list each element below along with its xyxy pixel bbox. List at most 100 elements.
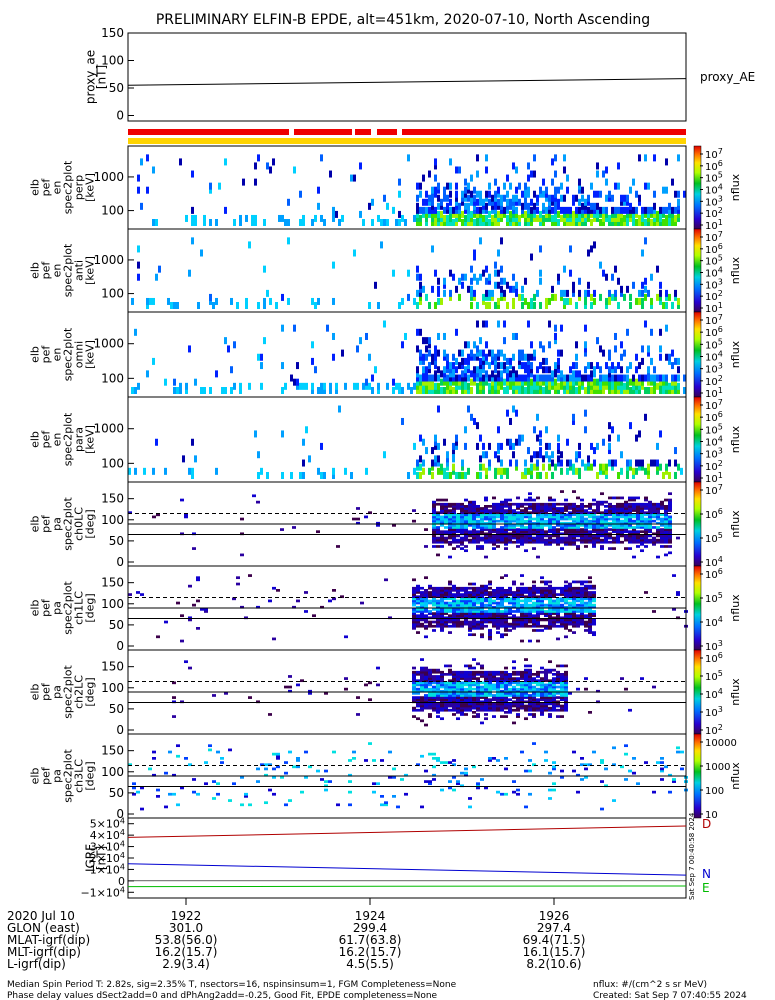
spectrogram-cell	[660, 767, 664, 771]
spectrogram-cell	[455, 434, 458, 442]
spectrogram-cell	[564, 521, 568, 525]
spectrogram-cell	[456, 612, 460, 615]
spectrogram-cell	[272, 767, 276, 771]
spectrogram-cell	[605, 178, 608, 186]
spectrogram-cell	[456, 616, 460, 620]
spectrogram-cell	[281, 472, 284, 479]
spectrogram-cell	[468, 627, 472, 630]
spectrogram-cell	[480, 635, 484, 639]
spectrogram-cell	[512, 681, 516, 685]
spectrogram-cell	[524, 210, 527, 218]
spectrogram-cell	[628, 536, 632, 540]
spectrogram-cell	[644, 502, 648, 506]
spectrogram-cell	[612, 515, 616, 519]
spectrogram-cell	[540, 694, 544, 697]
spectrogram-cell	[647, 345, 650, 353]
spectrogram-cell	[480, 513, 484, 517]
spectrogram-cell	[468, 670, 472, 674]
spectrogram-cell	[659, 214, 662, 222]
spectrogram-cell	[288, 675, 292, 678]
spectrogram-cell	[467, 366, 470, 374]
spectrogram-cell	[344, 382, 347, 390]
spectrogram-cell	[508, 498, 512, 502]
spectrogram-cell	[668, 545, 672, 548]
spectrogram-cells	[137, 154, 686, 226]
spectrogram-cell	[653, 378, 656, 386]
spectrogram-cell	[461, 281, 464, 289]
spectrogram-cell	[299, 190, 302, 198]
spectrogram-cell	[560, 526, 564, 529]
spectrogram-cell	[456, 603, 460, 607]
spectrogram-cell	[572, 631, 576, 634]
spectrogram-cell	[497, 219, 500, 226]
spectrogram-cell	[468, 515, 472, 519]
spectrogram-cell	[488, 519, 492, 523]
spectrogram-cell	[620, 451, 623, 459]
spectrogram-cell	[556, 685, 560, 689]
spectrogram-cell	[617, 214, 620, 222]
spectrogram-cell	[552, 612, 556, 615]
spectrogram-cell	[500, 620, 504, 624]
spectrogram-cell	[452, 601, 456, 605]
spectrogram-cell	[496, 593, 500, 596]
spectrogram-cell	[548, 622, 552, 626]
spectrogram-cell	[368, 202, 371, 210]
spectrogram-cell	[256, 780, 260, 783]
spectrogram-cell	[548, 601, 552, 605]
spectrogram-cell	[644, 182, 647, 190]
spectrogram-cell	[464, 679, 468, 683]
spectrogram-cell	[227, 345, 230, 353]
spectrogram-cell	[564, 528, 568, 531]
spectrogram-cell	[548, 608, 552, 611]
spectrogram-cell	[524, 696, 528, 699]
spectrogram-cell	[500, 513, 504, 517]
spectrogram-cell	[592, 528, 596, 531]
spectrogram-cell	[504, 534, 508, 538]
spectrogram-cell	[552, 591, 556, 594]
spectrogram-cell	[468, 612, 472, 615]
spectrogram-cell	[556, 614, 560, 618]
spectrogram-cell	[560, 517, 564, 521]
spectrogram-cell	[485, 357, 488, 365]
spectrogram-cell	[476, 540, 480, 544]
spectrogram-cell	[384, 801, 388, 805]
spectrogram-cell	[440, 708, 444, 712]
spectrogram-cell	[446, 214, 449, 222]
spectrogram-cell	[604, 767, 608, 771]
spectrogram-cell	[416, 599, 420, 603]
spectrogram-cell	[506, 190, 509, 198]
spectrogram-cell	[488, 673, 492, 676]
spectrogram-cell	[500, 194, 503, 202]
spectrogram-cell	[431, 378, 434, 386]
spectrogram-cell	[436, 620, 440, 624]
spectrogram-cell	[581, 194, 584, 202]
spectrogram-cell	[464, 681, 468, 685]
spectrogram-cell	[536, 586, 540, 590]
spectrogram-cell	[576, 603, 580, 607]
spectrogram-cell	[626, 378, 629, 386]
spectrogram-cell	[420, 595, 424, 599]
spectrogram-cell	[612, 524, 616, 527]
spectrogram-cell	[576, 624, 580, 628]
spectrogram-cell	[516, 521, 520, 525]
spectrogram-cell	[488, 293, 491, 301]
spectrogram-cell	[520, 698, 524, 702]
spectrogram-cell	[242, 178, 245, 186]
spectrogram-cell	[434, 370, 437, 378]
spectrogram-cell	[528, 586, 532, 590]
spectrogram-cell	[488, 515, 492, 519]
spectrogram-cell	[460, 528, 464, 531]
spectrogram-cell	[424, 624, 428, 628]
spectrogram-cell	[624, 536, 628, 540]
spectrogram-cell	[600, 519, 604, 523]
spectrogram-cell	[335, 387, 338, 394]
spectrogram-cell	[520, 610, 524, 613]
spectrogram-cell	[468, 505, 472, 508]
spectrogram-cell	[572, 289, 575, 297]
spectrogram-cell	[628, 521, 632, 525]
spectrogram-cell	[503, 289, 506, 297]
spectrogram-cell	[464, 683, 468, 687]
spectrogram-cell	[575, 378, 578, 386]
spectrogram-cell	[416, 608, 420, 611]
spectrogram-cell	[472, 610, 476, 613]
